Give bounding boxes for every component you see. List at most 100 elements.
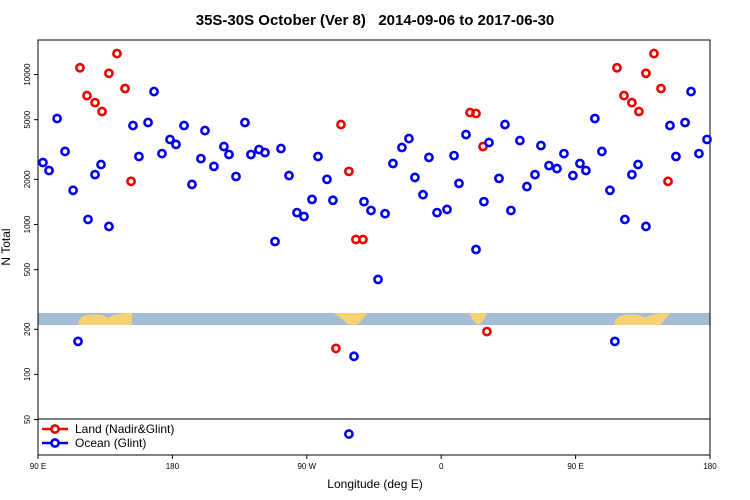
x-tick-label: 90 W bbox=[297, 462, 316, 471]
data-point bbox=[522, 181, 532, 192]
data-point bbox=[270, 236, 280, 247]
data-point bbox=[187, 179, 197, 190]
data-point bbox=[299, 211, 309, 222]
data-point bbox=[449, 150, 459, 161]
data-point bbox=[68, 185, 78, 196]
data-point bbox=[231, 171, 241, 182]
data-point bbox=[313, 151, 323, 162]
x-tick-label: 180 bbox=[703, 462, 717, 471]
data-point bbox=[128, 120, 138, 131]
data-point bbox=[134, 151, 144, 162]
data-point bbox=[484, 137, 494, 148]
data-point bbox=[481, 326, 492, 337]
data-point bbox=[328, 195, 338, 206]
data-point bbox=[665, 120, 675, 131]
data-point bbox=[143, 117, 153, 128]
data-point bbox=[373, 274, 383, 285]
data-point bbox=[359, 196, 369, 207]
data-point bbox=[559, 148, 569, 159]
data-point bbox=[544, 160, 554, 171]
data-point bbox=[619, 90, 629, 101]
data-point bbox=[344, 429, 354, 439]
data-point bbox=[494, 173, 504, 184]
data-point bbox=[292, 207, 302, 218]
data-point bbox=[336, 119, 346, 130]
data-point bbox=[589, 113, 600, 124]
data-point bbox=[702, 134, 712, 145]
data-point bbox=[626, 169, 637, 180]
data-point bbox=[605, 185, 615, 196]
data-point bbox=[552, 163, 562, 174]
data-point bbox=[530, 169, 540, 180]
legend-label: Land (Nadir&Glint) bbox=[75, 422, 174, 436]
data-point bbox=[514, 135, 525, 146]
data-point bbox=[73, 336, 83, 347]
data-point bbox=[44, 165, 54, 176]
data-point bbox=[82, 90, 92, 101]
data-point bbox=[500, 119, 510, 130]
data-point bbox=[97, 106, 107, 117]
y-tick-label: 10000 bbox=[23, 63, 32, 86]
data-point bbox=[626, 97, 637, 108]
data-point bbox=[96, 159, 106, 170]
y-axis-title: N Total bbox=[0, 228, 13, 265]
data-point bbox=[240, 117, 250, 128]
data-point bbox=[461, 129, 471, 140]
data-point bbox=[388, 158, 398, 169]
data-point bbox=[663, 176, 673, 187]
data-point bbox=[38, 157, 48, 168]
data-point bbox=[471, 108, 481, 119]
data-point bbox=[581, 165, 591, 176]
data-point bbox=[358, 234, 368, 245]
data-point bbox=[219, 141, 229, 152]
legend-label: Ocean (Glint) bbox=[75, 436, 146, 450]
data-point bbox=[686, 86, 696, 97]
x-tick-label: 180 bbox=[166, 462, 180, 471]
y-tick-label: 200 bbox=[23, 322, 32, 336]
chart-title: 35S-30S October (Ver 8) 2014-09-06 to 20… bbox=[196, 12, 555, 29]
data-point bbox=[454, 178, 464, 189]
legend-marker bbox=[50, 424, 60, 434]
data-point bbox=[260, 147, 270, 158]
plot-frame bbox=[37, 39, 711, 456]
data-point bbox=[596, 146, 607, 157]
data-point bbox=[157, 148, 167, 159]
data-point bbox=[506, 205, 516, 216]
data-point bbox=[432, 207, 442, 218]
data-point bbox=[75, 62, 85, 73]
data-point bbox=[307, 194, 317, 205]
data-point bbox=[694, 148, 704, 159]
y-tick-label: 50 bbox=[23, 415, 32, 424]
data-point bbox=[612, 62, 622, 73]
ocean-band bbox=[38, 313, 710, 325]
data-point bbox=[322, 174, 332, 185]
data-point bbox=[276, 143, 286, 154]
data-point bbox=[209, 161, 219, 172]
data-point bbox=[196, 153, 206, 164]
data-point bbox=[568, 170, 578, 181]
data-point bbox=[442, 204, 452, 215]
data-point bbox=[536, 140, 546, 151]
data-point bbox=[404, 133, 414, 144]
y-tick-label: 5000 bbox=[23, 110, 32, 128]
x-tick-label: 90 E bbox=[30, 462, 46, 471]
y-tick-label: 500 bbox=[23, 262, 32, 276]
land-shape bbox=[78, 313, 132, 325]
x-tick-label: 0 bbox=[439, 462, 444, 471]
data-point bbox=[380, 208, 390, 219]
data-point bbox=[112, 48, 122, 59]
data-point bbox=[649, 48, 659, 59]
data-point bbox=[609, 336, 620, 347]
data-point bbox=[60, 146, 70, 157]
data-point bbox=[656, 83, 666, 94]
data-point bbox=[418, 189, 428, 200]
data-point bbox=[52, 113, 63, 124]
data-point bbox=[479, 196, 489, 207]
data-point bbox=[349, 351, 359, 362]
data-point bbox=[641, 68, 651, 79]
data-point bbox=[284, 170, 294, 181]
data-point bbox=[83, 214, 93, 225]
data-point bbox=[680, 117, 690, 128]
data-point bbox=[410, 172, 420, 183]
